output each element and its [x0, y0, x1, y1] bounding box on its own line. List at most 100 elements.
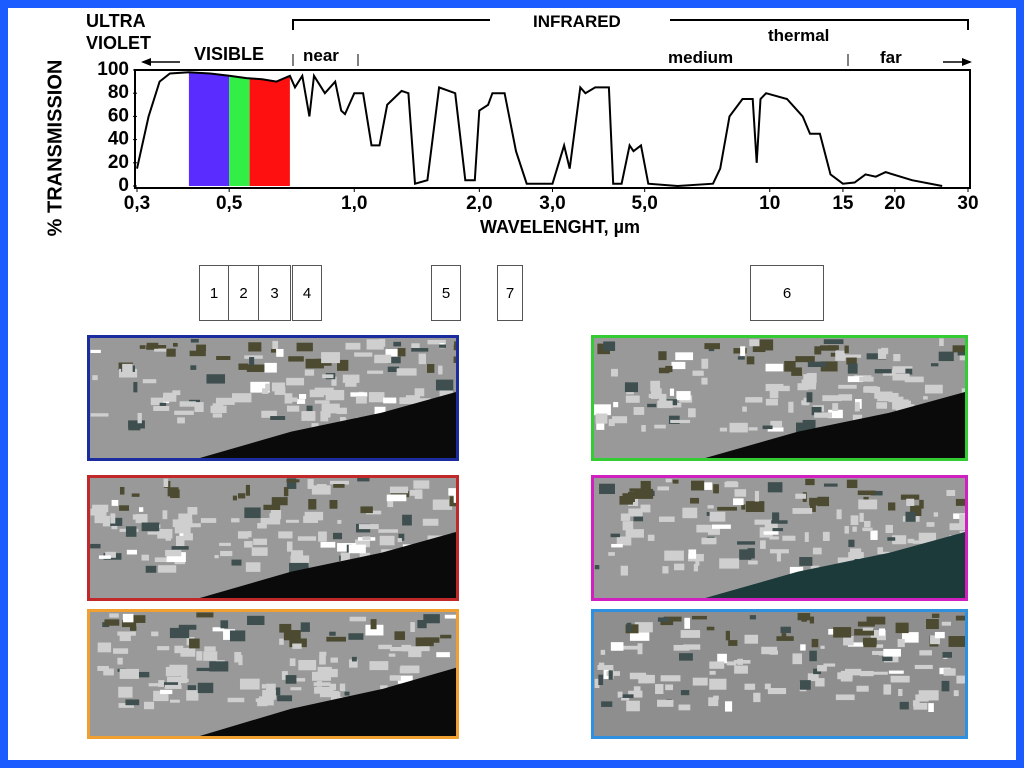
texture: [220, 550, 233, 557]
texture: [771, 520, 788, 524]
texture: [98, 555, 111, 559]
texture: [918, 690, 939, 701]
texture: [131, 671, 150, 678]
texture: [625, 395, 640, 403]
texture: [828, 628, 837, 635]
x-tick-label: 0,3: [124, 193, 150, 214]
texture: [158, 565, 177, 573]
texture: [765, 363, 784, 372]
texture: [244, 507, 261, 519]
texture: [453, 344, 456, 351]
texture: [941, 680, 950, 692]
texture: [801, 379, 817, 387]
texture: [330, 691, 341, 703]
texture: [717, 653, 727, 664]
texture: [180, 647, 196, 657]
image-content: [90, 612, 456, 736]
texture: [704, 343, 720, 350]
texture: [454, 341, 456, 347]
infrared-bracket: [292, 19, 490, 30]
texture: [923, 396, 928, 400]
texture: [941, 621, 952, 626]
texture: [154, 557, 171, 563]
sea: [705, 392, 965, 458]
texture: [629, 632, 650, 641]
texture: [320, 541, 336, 548]
texture: [847, 376, 864, 383]
texture: [251, 547, 268, 556]
texture: [355, 539, 370, 548]
texture: [209, 661, 229, 672]
texture: [918, 532, 937, 544]
y-tick-label: 40: [108, 129, 129, 150]
texture: [398, 533, 405, 541]
texture: [781, 633, 787, 641]
arrow-head: [962, 58, 972, 66]
satellite-image: [591, 609, 968, 739]
texture: [701, 377, 708, 385]
sea: [705, 532, 965, 598]
x-tick-label: 10: [759, 193, 780, 214]
texture: [812, 547, 822, 555]
texture: [813, 668, 822, 675]
texture: [805, 478, 815, 486]
texture: [262, 689, 276, 700]
texture: [804, 383, 817, 390]
texture: [189, 350, 206, 357]
texture: [177, 417, 185, 424]
texture: [400, 665, 420, 674]
texture: [608, 552, 615, 556]
texture: [189, 638, 200, 649]
texture: [862, 637, 877, 645]
texture: [414, 388, 425, 397]
texture: [157, 528, 173, 539]
texture: [946, 489, 956, 496]
texture: [283, 487, 289, 497]
texture: [910, 505, 922, 517]
texture: [628, 690, 643, 698]
texture: [682, 507, 698, 519]
texture: [952, 345, 965, 353]
texture: [633, 407, 645, 415]
texture: [163, 392, 177, 402]
texture: [279, 623, 292, 633]
texture: [595, 413, 608, 424]
texture: [876, 644, 884, 648]
texture: [692, 370, 704, 376]
texture: [216, 356, 231, 361]
texture: [196, 651, 203, 661]
texture: [319, 654, 326, 665]
texture: [832, 403, 839, 412]
texture: [949, 523, 965, 531]
texture: [665, 684, 674, 691]
texture: [169, 664, 188, 676]
texture: [621, 645, 639, 650]
texture: [119, 668, 139, 679]
texture: [690, 497, 700, 504]
texture: [670, 419, 691, 424]
texture: [453, 356, 456, 363]
texture: [180, 674, 188, 684]
texture: [277, 695, 293, 702]
texture: [174, 523, 191, 534]
texture: [288, 678, 306, 682]
texture: [724, 701, 733, 712]
texture: [640, 480, 651, 491]
texture: [924, 384, 943, 394]
texture: [892, 373, 910, 381]
texture: [748, 427, 758, 431]
texture: [919, 650, 932, 656]
texture: [345, 375, 357, 387]
texture: [838, 394, 853, 401]
texture: [726, 661, 737, 666]
texture: [647, 674, 655, 684]
texture: [301, 411, 316, 421]
texture: [90, 413, 109, 417]
texture: [336, 407, 347, 415]
texture: [741, 504, 746, 510]
x-tick-label: 15: [832, 193, 854, 214]
texture: [717, 506, 737, 511]
texture: [745, 397, 763, 403]
texture: [174, 410, 194, 415]
texture: [955, 615, 965, 621]
